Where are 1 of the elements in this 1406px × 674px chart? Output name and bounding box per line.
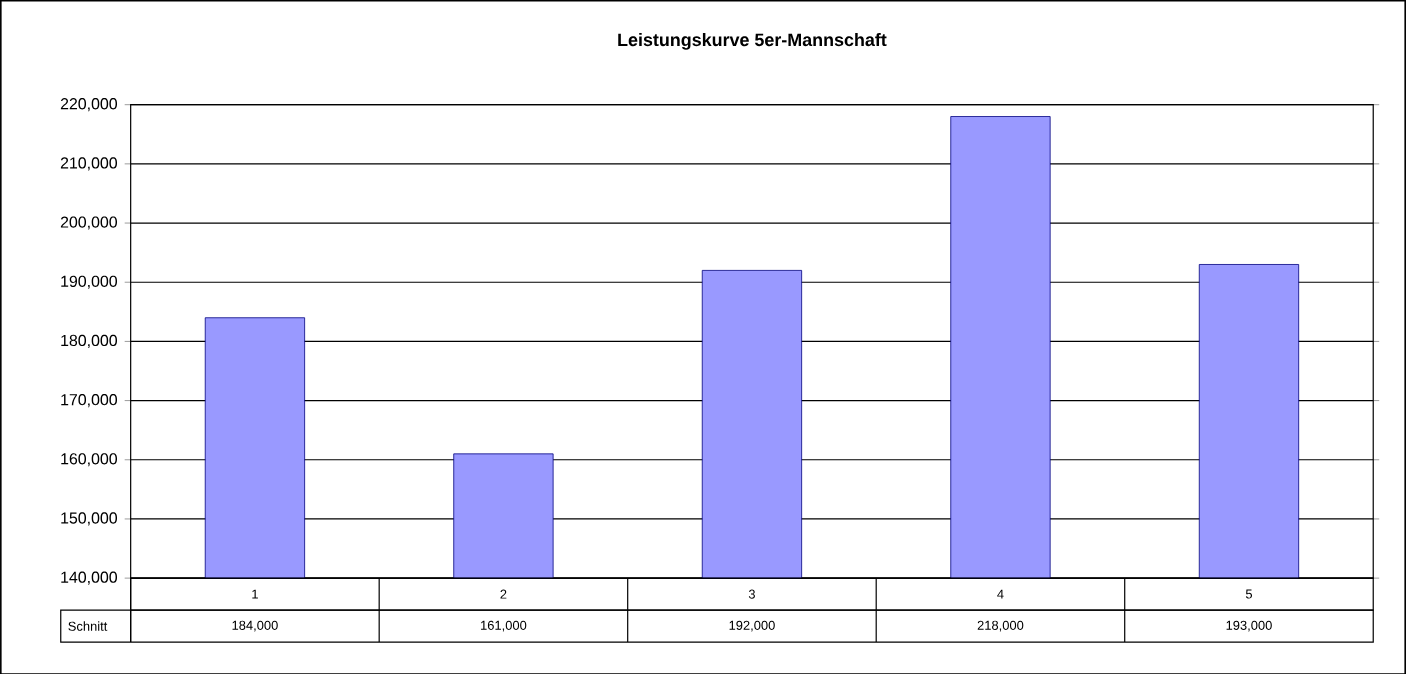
chart-title: Leistungskurve 5er-Mannschaft: [618, 32, 887, 50]
